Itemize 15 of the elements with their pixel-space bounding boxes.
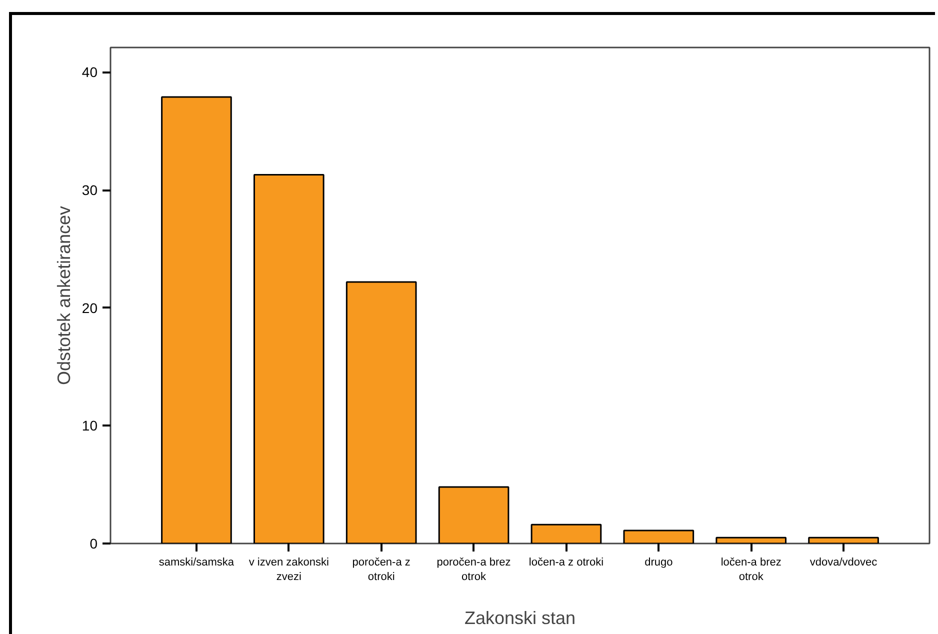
x-tick-label: ločen-a brez otrok [720, 556, 782, 583]
y-tick-label: 0 [90, 536, 98, 552]
x-tick-label: drugo [644, 556, 673, 568]
y-tick-label: 30 [82, 182, 98, 198]
x-tick-label: v izven zakonski zvezi [248, 556, 329, 583]
y-tick-label: 20 [82, 300, 98, 316]
x-tick-label: poročen-a z otroki [352, 556, 410, 583]
x-axis-title: Zakonski stan [464, 608, 576, 628]
x-tick-label: poročen-a brez otrok [436, 556, 511, 583]
y-tick-label: 40 [82, 64, 98, 80]
x-tick-label: ločen-a z otroki [528, 556, 604, 568]
x-tick-label: samski/samska [158, 556, 235, 568]
y-axis-title: Odstotek anketirancev [54, 206, 74, 386]
x-tick-label: vdova/vdovec [810, 556, 878, 568]
y-tick-label: 10 [82, 418, 98, 434]
